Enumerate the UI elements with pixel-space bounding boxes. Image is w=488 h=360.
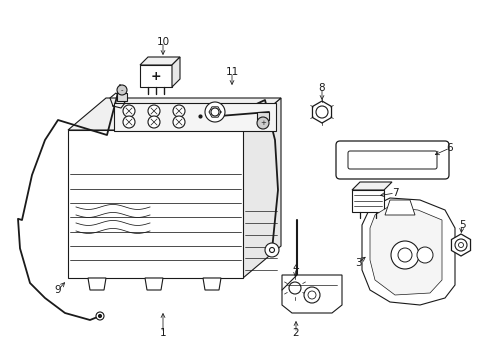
Text: 7: 7 xyxy=(391,188,398,198)
Polygon shape xyxy=(117,93,127,101)
Text: 10: 10 xyxy=(156,37,169,47)
Circle shape xyxy=(148,105,160,117)
Circle shape xyxy=(204,102,224,122)
Circle shape xyxy=(454,239,466,251)
Circle shape xyxy=(257,117,268,129)
Polygon shape xyxy=(312,101,331,123)
Text: +: + xyxy=(260,120,265,126)
Text: -: - xyxy=(121,87,123,93)
Text: 5: 5 xyxy=(458,220,465,230)
FancyBboxPatch shape xyxy=(347,151,436,169)
Polygon shape xyxy=(351,190,383,212)
Polygon shape xyxy=(140,57,180,65)
Circle shape xyxy=(210,108,219,116)
Polygon shape xyxy=(351,182,391,190)
Text: 9: 9 xyxy=(55,285,61,295)
Circle shape xyxy=(173,116,184,128)
Polygon shape xyxy=(68,130,243,278)
Text: 4: 4 xyxy=(292,263,299,273)
Circle shape xyxy=(397,248,411,262)
Circle shape xyxy=(98,315,102,318)
Polygon shape xyxy=(68,98,281,130)
Circle shape xyxy=(123,105,135,117)
Polygon shape xyxy=(88,278,106,290)
Polygon shape xyxy=(450,234,469,256)
Circle shape xyxy=(117,85,127,95)
Text: 11: 11 xyxy=(225,67,238,77)
Circle shape xyxy=(416,247,432,263)
Polygon shape xyxy=(203,278,221,290)
Circle shape xyxy=(96,312,104,320)
FancyBboxPatch shape xyxy=(335,141,448,179)
Circle shape xyxy=(307,291,315,299)
Polygon shape xyxy=(369,207,441,295)
Polygon shape xyxy=(361,198,454,305)
Text: 6: 6 xyxy=(446,143,452,153)
Polygon shape xyxy=(114,103,275,131)
Circle shape xyxy=(390,241,418,269)
Text: 3: 3 xyxy=(354,258,361,268)
Polygon shape xyxy=(172,57,180,87)
Polygon shape xyxy=(384,200,414,215)
Circle shape xyxy=(264,243,279,257)
Polygon shape xyxy=(257,112,268,120)
Circle shape xyxy=(304,287,319,303)
Text: 8: 8 xyxy=(318,83,325,93)
Text: 1: 1 xyxy=(160,328,166,338)
Text: +: + xyxy=(150,69,161,82)
Circle shape xyxy=(315,106,327,118)
Circle shape xyxy=(123,116,135,128)
Circle shape xyxy=(148,116,160,128)
Polygon shape xyxy=(140,65,172,87)
Text: 2: 2 xyxy=(292,328,299,338)
Circle shape xyxy=(288,282,301,294)
Polygon shape xyxy=(282,275,341,313)
Circle shape xyxy=(173,105,184,117)
Polygon shape xyxy=(145,278,163,290)
Polygon shape xyxy=(243,98,281,278)
Polygon shape xyxy=(285,277,304,299)
